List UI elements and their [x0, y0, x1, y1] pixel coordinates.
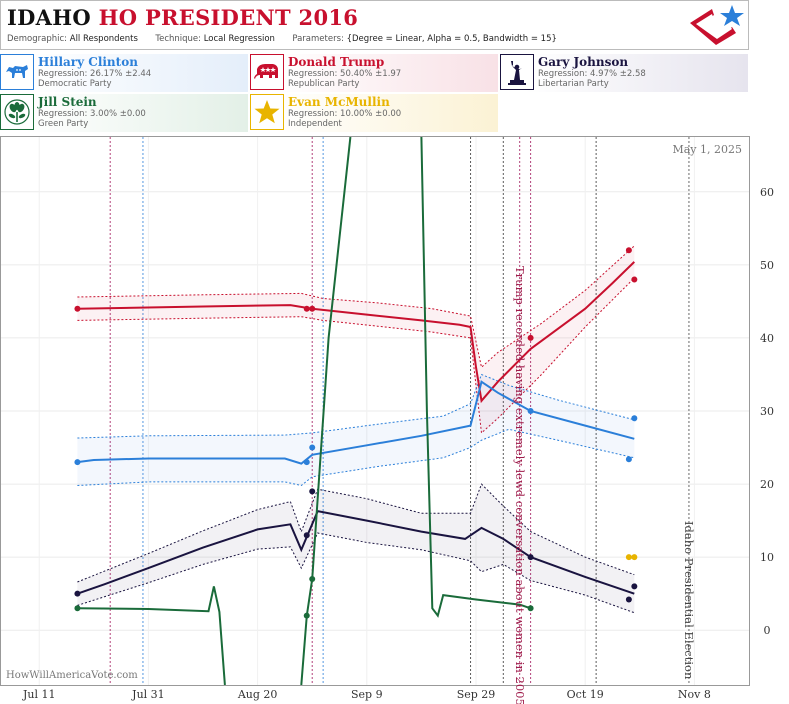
hillary-clintonlower-bound [77, 428, 635, 487]
candidate-party: Republican Party [288, 79, 360, 89]
y-tick-label: 10 [760, 551, 774, 564]
poll-chart: Trump recorded having extremely lewd con… [0, 136, 774, 704]
y-tick-label: 20 [760, 478, 774, 491]
parameters-line: Demographic: All Respondents Technique: … [7, 34, 557, 44]
evan-mcmullinpoll-point [625, 554, 632, 561]
candidate-name: Gary Johnson [538, 55, 629, 69]
hillary-clintonregression-line [77, 380, 635, 465]
date-label: May 1, 2025 [672, 143, 742, 156]
flower-icon [0, 94, 34, 130]
candidate-regression: Regression: 3.00% ±0.00 [38, 109, 146, 119]
gary-johnsonpoll-point [527, 554, 534, 561]
evan-mcmullinpoll-point [631, 554, 638, 561]
donald-trumppoll-point [625, 247, 632, 254]
y-tick-label: 60 [760, 186, 774, 199]
star-icon [250, 94, 284, 130]
gary-johnsonpoll-point [625, 596, 632, 603]
y-tick-label: 30 [760, 405, 774, 418]
gary-johnsonregression-line [77, 509, 635, 595]
jill-steinpoll-point [309, 576, 316, 583]
liberty-icon [500, 54, 534, 90]
candidate-card-mcmullin[interactable]: Evan McMullin Regression: 10.00% ±0.00 I… [250, 94, 498, 132]
page-title: IDAHO HO PRESIDENT 2016 [7, 5, 358, 30]
annotations: Trump recorded having extremely lewd con… [513, 266, 696, 704]
gary-johnsonband [77, 484, 635, 613]
candidate-party: Libertarian Party [538, 79, 609, 89]
candidate-card-johnson[interactable]: Gary Johnson Regression: 4.97% ±2.58 Lib… [500, 54, 748, 92]
technique-value: Local Regression [203, 34, 275, 44]
hillary-clintonpoll-point [309, 444, 316, 451]
demographic-value: All Respondents [69, 34, 138, 44]
donald-trumppoll-point [527, 334, 534, 341]
x-tick-label: Jul 11 [22, 688, 56, 701]
x-tick-label: Aug 20 [237, 688, 278, 701]
candidate-regression: Regression: 26.17% ±2.44 [38, 69, 152, 79]
candidate-regression: Regression: 4.97% ±2.58 [538, 69, 646, 79]
candidate-card-trump[interactable]: Donald Trump Regression: 50.40% ±1.97 Re… [250, 54, 498, 92]
y-tick-label: 40 [760, 332, 774, 345]
gary-johnsonupper-bound [77, 483, 635, 583]
hillary-clintonpoll-point [527, 408, 534, 414]
candidate-party: Green Party [38, 119, 89, 129]
gary-johnsonpoll-point [309, 488, 316, 495]
candidate-regression: Regression: 50.40% ±1.97 [288, 69, 402, 79]
x-tick-label: Sep 29 [457, 688, 496, 701]
donald-trumplower-bound [77, 277, 635, 434]
candidate-party: Democratic Party [38, 79, 112, 89]
technique-label: Technique: [155, 34, 202, 44]
site-logo-icon [690, 5, 744, 45]
axes: 0 10 20 30 40 50 60 Jul 11 Jul 31 Aug 20 Sep 9 Sep … [22, 186, 774, 701]
donald-trumppoll-point [309, 305, 316, 312]
hillary-clintonpoll-point [631, 415, 638, 422]
candidate-card-clinton[interactable]: Hillary Clinton Regression: 26.17% ±2.44… [0, 54, 248, 92]
donald-trumpregression-line [77, 261, 635, 404]
title-rest: HO PRESIDENT 2016 [98, 5, 359, 30]
poll-points [74, 247, 638, 619]
x-tick-label: Sep 9 [351, 688, 383, 701]
title-state: IDAHO [7, 5, 91, 30]
x-tick-label: Oct 19 [567, 688, 604, 701]
candidate-card-stein[interactable]: Jill Stein Regression: 3.00% ±0.00 Green… [0, 94, 248, 132]
hillary-clintonpoll-point [74, 459, 81, 466]
watermark: HowWillAmericaVote.com [6, 670, 138, 681]
hillary-clintonpoll-point [625, 456, 632, 463]
annotation-text: Trump recorded having extremely lewd con… [513, 266, 527, 704]
parameters-value: {Degree = Linear, Alpha = 0.5, Bandwidth… [346, 34, 557, 44]
jill-steinpoll-point [303, 612, 310, 619]
candidate-name: Jill Stein [38, 95, 97, 109]
y-tick-label: 0 [764, 624, 771, 637]
donkey-icon [0, 54, 34, 90]
gridlines [1, 137, 749, 685]
donald-trumppoll-point [631, 276, 638, 283]
candidate-name: Evan McMullin [288, 95, 390, 109]
parameters-label: Parameters: [292, 34, 344, 44]
donald-trumppoll-point [74, 305, 81, 312]
x-tick-label: Nov 8 [678, 688, 711, 701]
donald-trumppoll-point [303, 305, 310, 312]
candidate-party: Independent [288, 119, 342, 129]
candidate-regression: Regression: 10.00% ±0.00 [288, 109, 402, 119]
x-tick-label: Jul 31 [131, 688, 165, 701]
jill-steinpoll-point [527, 605, 534, 612]
hillary-clintonpoll-point [303, 459, 310, 466]
chart-header: IDAHO HO PRESIDENT 2016 Demographic: All… [0, 0, 749, 50]
y-tick-label: 50 [760, 259, 774, 272]
gary-johnsonpoll-point [74, 590, 81, 597]
elephant-icon [250, 54, 284, 90]
gary-johnsonpoll-point [631, 583, 638, 590]
candidate-name: Hillary Clinton [38, 55, 138, 69]
demographic-label: Demographic: [7, 34, 68, 44]
jill-steinpoll-point [74, 605, 81, 612]
candidate-name: Donald Trump [288, 55, 385, 69]
annotation-text: Idaho Presidential Election [682, 521, 696, 680]
gary-johnsonpoll-point [303, 532, 310, 539]
